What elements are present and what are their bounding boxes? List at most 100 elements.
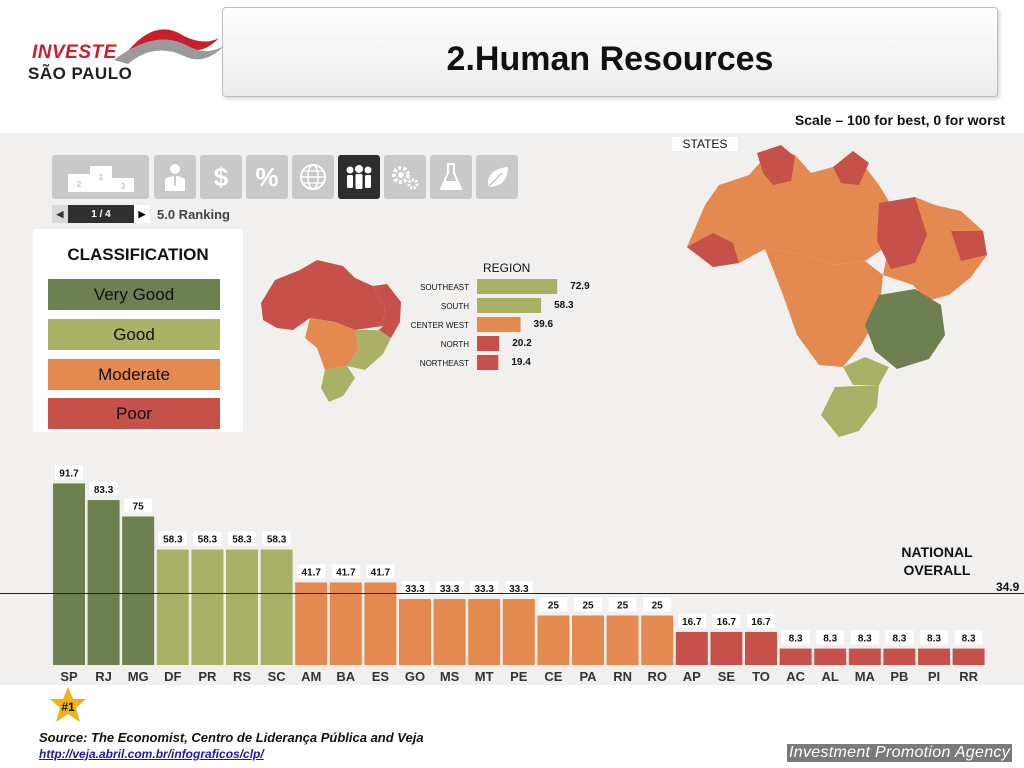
state-bar xyxy=(918,648,950,665)
state-bar xyxy=(156,549,189,665)
classification-legend: CLASSIFICATION Very Good Good Moderate P… xyxy=(33,229,243,432)
state-value-label: 33.3 xyxy=(509,584,529,595)
title-box: 2.Human Resources xyxy=(222,7,998,97)
state-value-bg xyxy=(781,630,810,645)
state-value-bg xyxy=(677,613,706,628)
state-value-label: 58.3 xyxy=(267,535,287,546)
state-value-label: 25 xyxy=(548,601,560,612)
states-map xyxy=(687,145,987,437)
state-category-label: ES xyxy=(372,669,390,684)
region-map-center-west xyxy=(305,318,359,370)
state-category-label: MT xyxy=(475,669,494,684)
state-value-label: 58.3 xyxy=(163,535,183,546)
state-bar xyxy=(122,516,155,665)
state-bar xyxy=(952,648,985,665)
national-overall-label-line1: NATIONAL xyxy=(901,544,973,560)
people-icon xyxy=(346,165,372,189)
flask-icon-button[interactable] xyxy=(430,155,472,199)
state-bar xyxy=(848,648,881,665)
state-bar xyxy=(572,615,604,665)
gears-icon-button[interactable] xyxy=(384,155,426,199)
state-value-label: 41.7 xyxy=(301,567,321,578)
state-category-label: MG xyxy=(128,669,149,684)
state-category-label: AC xyxy=(786,669,805,684)
leaf-icon-button[interactable] xyxy=(476,155,518,199)
state-value-label: 33.3 xyxy=(440,584,460,595)
states-map-mg-rj xyxy=(865,289,945,369)
state-category-label: AL xyxy=(822,669,839,684)
state-value-bg xyxy=(89,482,118,497)
state-value-bg xyxy=(747,613,775,628)
globe-icon-button[interactable] xyxy=(292,155,334,199)
page-title: 2.Human Resources xyxy=(446,40,774,78)
national-overall-label: NATIONAL OVERALL xyxy=(880,543,994,579)
logo-line1: INVESTE xyxy=(32,42,117,63)
state-category-label: PI xyxy=(928,669,940,684)
state-value-label: 58.3 xyxy=(232,535,252,546)
states-map-south xyxy=(821,385,879,437)
state-category-label: BA xyxy=(336,669,355,684)
state-value-label: 16.7 xyxy=(717,617,737,628)
star-badge-icon: #1 xyxy=(50,687,86,722)
state-bar xyxy=(87,500,120,665)
states-map-title: STATES xyxy=(672,137,738,151)
states-map-sp xyxy=(843,357,889,385)
region-value-label: 58.3 xyxy=(554,300,574,311)
gears-icon xyxy=(392,166,419,190)
source-link[interactable]: http://veja.abril.com.br/infograficos/cl… xyxy=(39,747,264,761)
state-value-label: 25 xyxy=(617,601,629,612)
region-category-label: NORTHEAST xyxy=(420,359,469,368)
people-icon-button[interactable] xyxy=(338,155,380,199)
state-bar xyxy=(53,483,85,665)
logo-swoosh-icon xyxy=(114,29,224,64)
state-category-label: DF xyxy=(164,669,181,684)
state-category-label: AM xyxy=(301,669,321,684)
state-value-label: 8.3 xyxy=(789,634,803,645)
ranking-label: 5.0 Ranking xyxy=(157,207,230,222)
pager-label: 1 / 4 xyxy=(91,208,111,220)
state-category-label: SE xyxy=(718,669,736,684)
state-value-label: 8.3 xyxy=(892,634,906,645)
state-bar xyxy=(364,582,397,665)
national-overall-value: 34.9 xyxy=(996,580,1020,594)
state-category-label: MA xyxy=(855,669,876,684)
percent-icon[interactable]: % xyxy=(246,155,288,199)
globe-icon xyxy=(300,164,326,190)
region-bar-chart: SOUTHEAST 72.9 SOUTH 58.3 CENTER WEST 39.6 NOR… xyxy=(411,279,590,370)
state-value-bg xyxy=(366,564,395,579)
class-poor: Poor xyxy=(48,398,220,429)
state-value-bg xyxy=(539,597,568,612)
state-value-bg xyxy=(712,613,741,628)
person-icon-button[interactable] xyxy=(154,155,196,199)
state-value-bg xyxy=(850,630,879,645)
person-icon xyxy=(165,164,185,191)
pager-prev-button[interactable]: ◀ xyxy=(52,205,68,223)
state-bar xyxy=(745,631,777,665)
state-value-label: 8.3 xyxy=(858,634,872,645)
dollar-icon[interactable]: $ xyxy=(200,155,242,199)
svg-text:3: 3 xyxy=(120,182,125,191)
pager-next-button[interactable]: ▶ xyxy=(134,205,150,223)
state-value-label: 91.7 xyxy=(59,468,79,479)
state-value-bg xyxy=(262,531,291,546)
state-category-label: RR xyxy=(959,669,978,684)
states-map-pb-rn xyxy=(951,231,987,261)
state-value-label: 8.3 xyxy=(962,634,976,645)
region-map-northeast xyxy=(373,284,401,338)
region-value-label: 19.4 xyxy=(511,357,531,368)
logo-line2: SÃO PAULO xyxy=(28,64,133,83)
state-value-label: 16.7 xyxy=(682,617,702,628)
state-bar xyxy=(606,615,639,665)
state-bar xyxy=(779,648,812,665)
state-value-label: 41.7 xyxy=(371,567,391,578)
state-bar xyxy=(883,648,916,665)
podium-icon-button[interactable]: 1 2 3 xyxy=(52,155,149,199)
state-bar xyxy=(260,549,293,665)
state-bar xyxy=(537,615,570,665)
states-map-ma-pi xyxy=(877,197,927,269)
state-category-label: PB xyxy=(890,669,908,684)
state-value-bg xyxy=(331,564,360,579)
podium-icon: 1 2 3 xyxy=(67,166,134,192)
region-category-label: CENTER WEST xyxy=(411,321,469,330)
flask-icon xyxy=(439,163,463,190)
